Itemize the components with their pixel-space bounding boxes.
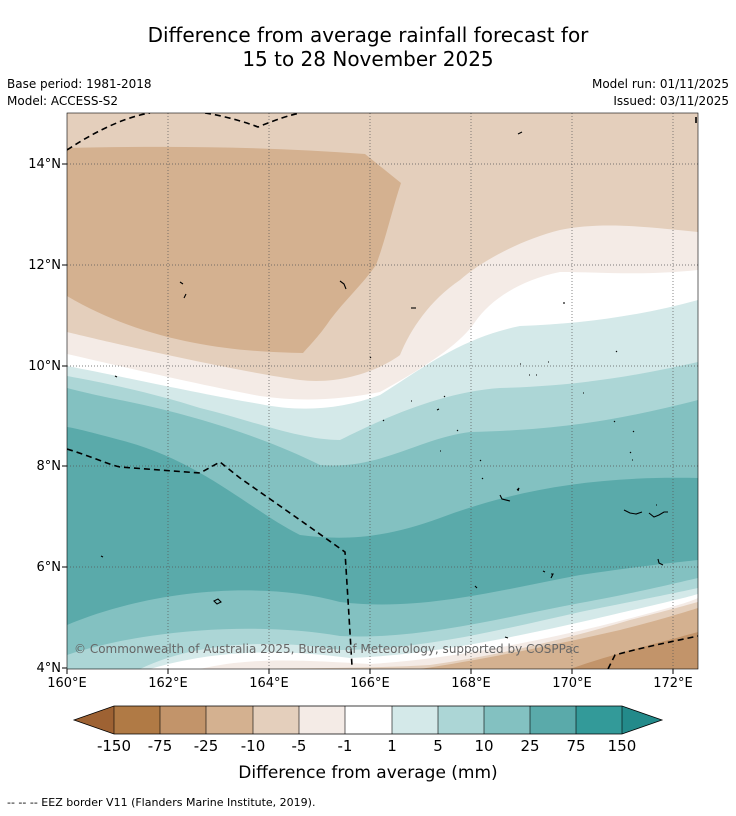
lon-label-170e: 170°E bbox=[552, 676, 592, 691]
map-plot: © Commonwealth of Australia 2025, Bureau… bbox=[67, 113, 698, 669]
colorbar-swatch bbox=[530, 706, 576, 734]
colorbar-label: 75 bbox=[566, 737, 585, 755]
colorbar-label: 1 bbox=[387, 737, 397, 755]
colorbar-swatch bbox=[392, 706, 438, 734]
colorbar-swatch bbox=[206, 706, 253, 734]
model-name: Model: ACCESS-S2 bbox=[7, 94, 119, 108]
colorbar-swatch bbox=[576, 706, 622, 734]
islands bbox=[100, 131, 668, 639]
colorbar-label: -75 bbox=[148, 737, 173, 755]
map-title-line1: Difference from average rainfall forecas… bbox=[147, 23, 589, 47]
colorbar-arrow-low bbox=[74, 706, 114, 734]
eez-footnote: -- -- -- EEZ border V11 (Flanders Marine… bbox=[7, 796, 316, 809]
band-minus25-minus10-north bbox=[67, 146, 401, 353]
model-run: Model run: 01/11/2025 bbox=[591, 77, 729, 91]
lat-label-4n: 4°N bbox=[37, 661, 62, 676]
colorbar-swatch bbox=[160, 706, 206, 734]
colorbar-label: 25 bbox=[520, 737, 539, 755]
colorbar-swatch bbox=[114, 706, 160, 734]
colorbar: -150 -75 -25 -10 -5 -1 1 5 10 25 75 150 … bbox=[72, 705, 664, 783]
colorbar-swatch bbox=[484, 706, 530, 734]
lat-label-8n: 8°N bbox=[37, 459, 62, 474]
copyright-notice: © Commonwealth of Australia 2025, Bureau… bbox=[74, 642, 579, 656]
colorbar-label: -10 bbox=[241, 737, 266, 755]
colorbar-label: -150 bbox=[97, 737, 131, 755]
graticule bbox=[67, 113, 698, 669]
eez-borders bbox=[67, 113, 698, 669]
lon-label-168e: 168°E bbox=[451, 676, 491, 691]
colorbar-label: 5 bbox=[433, 737, 443, 755]
lat-label-6n: 6°N bbox=[37, 560, 62, 575]
colorbar-swatch bbox=[438, 706, 484, 734]
colorbar-swatch bbox=[253, 706, 299, 734]
lon-label-166e: 166°E bbox=[350, 676, 390, 691]
colorbar-arrow-high bbox=[622, 706, 662, 734]
colorbar-title: Difference from average (mm) bbox=[238, 763, 497, 783]
lon-label-164e: 164°E bbox=[249, 676, 289, 691]
tick-marks bbox=[62, 163, 674, 674]
lat-label-14n: 14°N bbox=[28, 157, 61, 172]
lat-label-10n: 10°N bbox=[28, 359, 61, 374]
colorbar-dividers bbox=[113, 706, 623, 734]
colorbar-label: -25 bbox=[194, 737, 219, 755]
lon-label-160e: 160°E bbox=[47, 676, 87, 691]
issued-date: Issued: 03/11/2025 bbox=[613, 94, 729, 108]
colorbar-swatch bbox=[299, 706, 345, 734]
colorbar-label: -1 bbox=[338, 737, 353, 755]
colorbar-label: 150 bbox=[608, 737, 637, 755]
colorbar-label: -5 bbox=[292, 737, 307, 755]
lat-label-12n: 12°N bbox=[28, 258, 61, 273]
colorbar-swatch bbox=[345, 706, 392, 734]
map-frame bbox=[66, 112, 699, 670]
map-title-line2: 15 to 28 November 2025 bbox=[242, 47, 494, 71]
lon-label-162e: 162°E bbox=[148, 676, 188, 691]
colorbar-label: 10 bbox=[474, 737, 493, 755]
base-period: Base period: 1981-2018 bbox=[7, 77, 152, 91]
lon-label-172e: 172°E bbox=[653, 676, 693, 691]
